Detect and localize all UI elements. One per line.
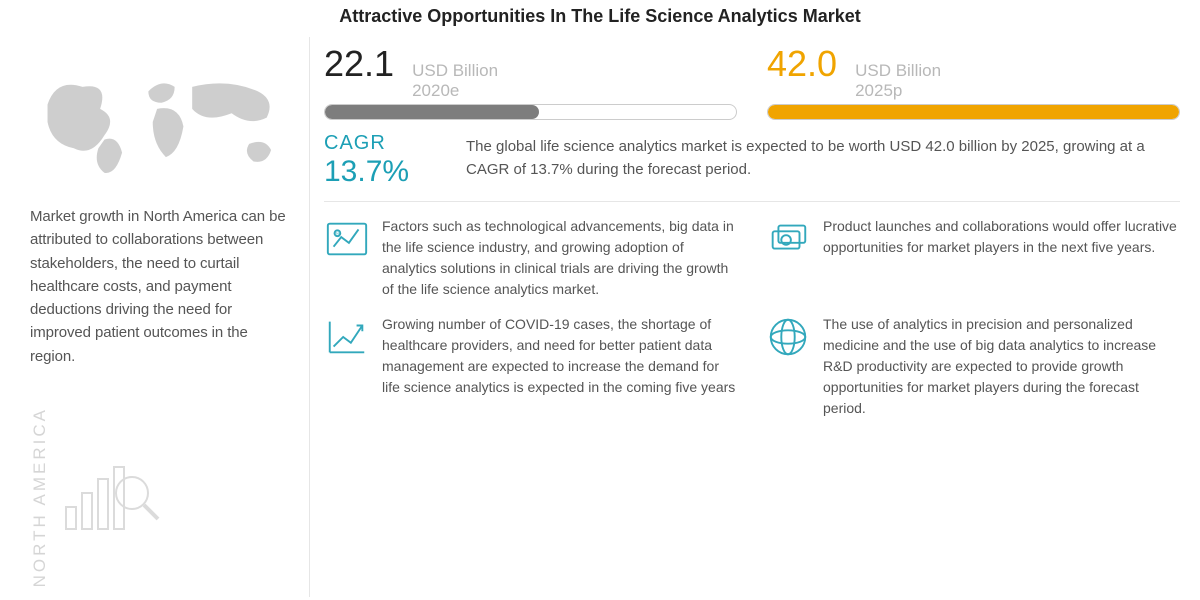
growth-chart-icon: [324, 314, 370, 360]
svg-text:%: %: [336, 231, 341, 237]
chart-analytics-icon: %: [324, 216, 370, 262]
cagr-value: 13.7%: [324, 155, 444, 189]
info-item: Product launches and collaborations woul…: [765, 216, 1180, 300]
region-description: Market growth in North America can be at…: [30, 205, 293, 368]
money-launch-icon: [765, 216, 811, 262]
cagr-label: CAGR: [324, 132, 444, 155]
metric-start-unit: USD Billion 2020e: [412, 61, 498, 100]
metric-unit-text: USD Billion: [855, 61, 941, 80]
info-grid: % Factors such as technological advancem…: [324, 202, 1180, 419]
progress-fill-start: [325, 105, 539, 119]
cagr-box: CAGR 13.7%: [324, 132, 444, 189]
analytics-search-icon: [60, 457, 160, 537]
metric-year-text: 2025p: [855, 81, 902, 100]
progress-track-start: [324, 104, 737, 120]
summary-text: The global life science analytics market…: [466, 132, 1180, 189]
info-text: Product launches and collaborations woul…: [823, 216, 1180, 258]
info-item: % Factors such as technological advancem…: [324, 216, 739, 300]
progress-track-end: [767, 104, 1180, 120]
progress-fill-end: [768, 105, 1179, 119]
region-footer: NORTH AMERICA: [30, 407, 293, 587]
metrics-row: 22.1 USD Billion 2020e 42.0 USD Billion …: [324, 37, 1180, 122]
left-panel: Market growth in North America can be at…: [20, 37, 310, 597]
metric-start-value: 22.1: [324, 43, 394, 85]
info-text: Growing number of COVID-19 cases, the sh…: [382, 314, 739, 398]
info-text: The use of analytics in precision and pe…: [823, 314, 1180, 419]
page-title: Attractive Opportunities In The Life Sci…: [0, 6, 1200, 27]
main-container: Market growth in North America can be at…: [0, 37, 1200, 597]
world-map-icon: [30, 57, 293, 187]
header: Attractive Opportunities In The Life Sci…: [0, 0, 1200, 37]
metric-unit-text: USD Billion: [412, 61, 498, 80]
info-text: Factors such as technological advancemen…: [382, 216, 739, 300]
metric-end-unit: USD Billion 2025p: [855, 61, 941, 100]
metric-end: 42.0 USD Billion 2025p: [767, 43, 1180, 120]
info-item: Growing number of COVID-19 cases, the sh…: [324, 314, 739, 419]
cagr-row: CAGR 13.7% The global life science analy…: [324, 122, 1180, 202]
metric-start: 22.1 USD Billion 2020e: [324, 43, 737, 120]
globe-precision-icon: [765, 314, 811, 360]
metric-end-value: 42.0: [767, 43, 837, 85]
info-item: The use of analytics in precision and pe…: [765, 314, 1180, 419]
right-panel: 22.1 USD Billion 2020e 42.0 USD Billion …: [324, 37, 1180, 597]
metric-year-text: 2020e: [412, 81, 459, 100]
region-label: NORTH AMERICA: [30, 407, 50, 587]
